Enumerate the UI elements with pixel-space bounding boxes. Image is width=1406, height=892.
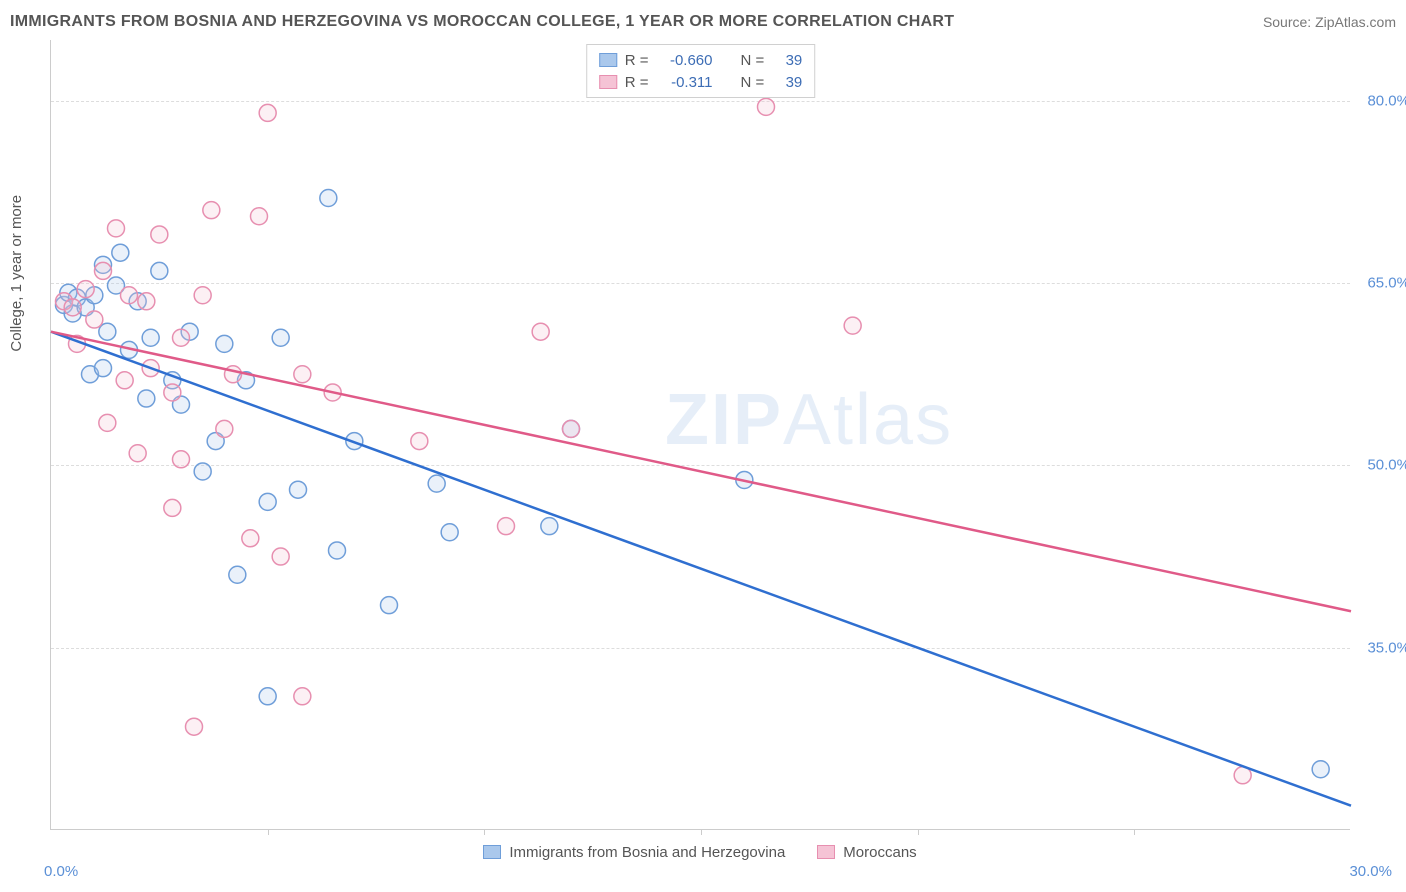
r-label: R = — [625, 52, 649, 69]
data-point-moroccans — [151, 226, 168, 243]
data-point-moroccans — [138, 293, 155, 310]
n-value-bosnia: 39 — [772, 52, 802, 69]
data-point-moroccans — [758, 98, 775, 115]
data-point-bosnia — [329, 542, 346, 559]
data-point-moroccans — [77, 281, 94, 298]
y-tick-label: 80.0% — [1367, 92, 1406, 109]
r-value-bosnia: -0.660 — [657, 52, 713, 69]
plot-area: ZIPAtlas R =-0.660N =39R =-0.311N =39 35… — [50, 40, 1350, 830]
data-point-bosnia — [541, 518, 558, 535]
data-point-moroccans — [86, 311, 103, 328]
data-point-moroccans — [411, 433, 428, 450]
data-point-bosnia — [216, 335, 233, 352]
data-point-bosnia — [229, 566, 246, 583]
data-point-moroccans — [129, 445, 146, 462]
data-point-moroccans — [532, 323, 549, 340]
data-point-moroccans — [116, 372, 133, 389]
legend-swatch-bosnia — [599, 53, 617, 67]
corr-legend-row-moroccans: R = -0.311 N = 39 — [599, 71, 803, 93]
n-value-moroccans: 39 — [772, 74, 802, 91]
data-point-bosnia — [320, 190, 337, 207]
data-point-bosnia — [1312, 761, 1329, 778]
data-point-moroccans — [294, 366, 311, 383]
data-point-moroccans — [194, 287, 211, 304]
y-tick-label: 50.0% — [1367, 457, 1406, 474]
chart-title: IMMIGRANTS FROM BOSNIA AND HERZEGOVINA V… — [10, 13, 954, 31]
data-point-bosnia — [142, 329, 159, 346]
legend-swatch-moroccans — [817, 845, 835, 859]
n-label: N = — [741, 52, 765, 69]
legend-item-bosnia: Immigrants from Bosnia and Herzegovina — [483, 844, 785, 861]
data-point-bosnia — [194, 463, 211, 480]
x-tick — [268, 829, 269, 835]
data-point-bosnia — [138, 390, 155, 407]
data-point-bosnia — [95, 360, 112, 377]
data-point-bosnia — [381, 597, 398, 614]
legend-label-bosnia: Immigrants from Bosnia and Herzegovina — [509, 844, 785, 861]
corr-legend-row-bosnia: R = -0.660 N = 39 — [599, 49, 803, 71]
header-bar: IMMIGRANTS FROM BOSNIA AND HERZEGOVINA V… — [10, 8, 1396, 36]
x-axis-min-label: 0.0% — [44, 863, 78, 880]
x-tick — [918, 829, 919, 835]
legend-swatch-moroccans — [599, 75, 617, 89]
data-point-moroccans — [259, 104, 276, 121]
data-point-moroccans — [95, 262, 112, 279]
data-point-bosnia — [259, 493, 276, 510]
data-point-bosnia — [441, 524, 458, 541]
data-point-moroccans — [64, 299, 81, 316]
data-point-moroccans — [272, 548, 289, 565]
legend-label-moroccans: Moroccans — [843, 844, 916, 861]
data-point-moroccans — [844, 317, 861, 334]
r-label: R = — [625, 74, 649, 91]
data-point-bosnia — [428, 475, 445, 492]
data-point-bosnia — [112, 244, 129, 261]
legend-swatch-bosnia — [483, 845, 501, 859]
data-point-moroccans — [173, 329, 190, 346]
series-legend: Immigrants from Bosnia and Herzegovina Mo… — [50, 840, 1350, 864]
data-point-moroccans — [242, 530, 259, 547]
data-point-moroccans — [294, 688, 311, 705]
data-point-moroccans — [99, 414, 116, 431]
x-tick — [701, 829, 702, 835]
r-value-moroccans: -0.311 — [657, 74, 713, 91]
x-tick — [1134, 829, 1135, 835]
x-axis-max-label: 30.0% — [1349, 863, 1392, 880]
correlation-legend: R = -0.660 N = 39 R = -0.311 N = 39 — [586, 44, 816, 98]
x-tick — [484, 829, 485, 835]
n-label: N = — [741, 74, 765, 91]
chart-svg — [51, 40, 1350, 829]
y-axis-title: College, 1 year or more — [8, 195, 25, 352]
data-point-bosnia — [99, 323, 116, 340]
source-attribution: Source: ZipAtlas.com — [1263, 14, 1396, 30]
data-point-moroccans — [498, 518, 515, 535]
data-point-bosnia — [151, 262, 168, 279]
data-point-moroccans — [203, 202, 220, 219]
data-point-moroccans — [164, 384, 181, 401]
data-point-moroccans — [186, 718, 203, 735]
data-point-moroccans — [121, 287, 138, 304]
data-point-bosnia — [259, 688, 276, 705]
y-tick-label: 35.0% — [1367, 639, 1406, 656]
data-point-moroccans — [251, 208, 268, 225]
data-point-moroccans — [164, 499, 181, 516]
data-point-moroccans — [173, 451, 190, 468]
legend-item-moroccans: Moroccans — [817, 844, 916, 861]
data-point-moroccans — [216, 420, 233, 437]
data-point-bosnia — [272, 329, 289, 346]
data-point-moroccans — [563, 420, 580, 437]
y-tick-label: 65.0% — [1367, 275, 1406, 292]
data-point-bosnia — [290, 481, 307, 498]
data-point-moroccans — [108, 220, 125, 237]
